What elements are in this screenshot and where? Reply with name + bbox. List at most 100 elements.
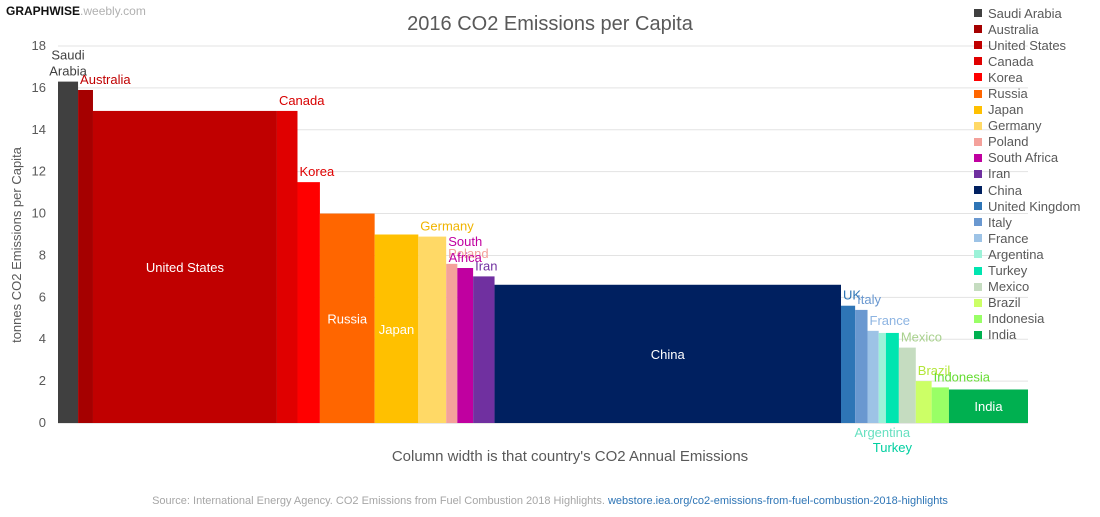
bar-brazil (915, 381, 932, 423)
legend-swatch (974, 202, 982, 211)
legend-swatch (974, 169, 982, 178)
y-axis-label: tonnes CO2 Emissions per Capita (9, 146, 24, 343)
y-tick-label: 4 (39, 331, 46, 346)
legend-swatch (974, 41, 982, 50)
legend-label: Turkey (988, 263, 1028, 279)
bar-label-japan: Japan (379, 322, 414, 337)
legend-item-brazil: Brazil (974, 295, 1081, 311)
legend-label: Indonesia (988, 311, 1045, 327)
legend-item-iran: Iran (974, 166, 1081, 182)
legend-swatch (974, 9, 982, 18)
bar-united-kingdom (840, 305, 856, 423)
source-link[interactable]: webstore.iea.org/co2-emissions-from-fuel… (607, 495, 948, 507)
y-tick-label: 6 (39, 289, 46, 304)
source-note: Source: International Energy Agency. CO2… (0, 495, 1100, 507)
legend-swatch (974, 89, 982, 98)
legend-item-china: China (974, 182, 1081, 198)
y-tick-label: 0 (39, 415, 46, 430)
bar-label-mexico: Mexico (901, 330, 942, 345)
bar-france (867, 330, 879, 423)
bar-argentina (878, 332, 886, 423)
bar-label-indonesia: Indonesia (934, 369, 991, 384)
bar-japan (374, 234, 419, 423)
legend-label: China (988, 182, 1022, 198)
legend-swatch (974, 25, 982, 34)
legend-label: Argentina (988, 246, 1044, 262)
legend-label: United States (988, 37, 1067, 53)
legend-label: Poland (988, 134, 1029, 150)
legend-label: Russia (988, 86, 1028, 102)
bar-germany (418, 236, 447, 423)
bar-china (494, 284, 841, 423)
legend-label: Japan (988, 102, 1024, 118)
bar-turkey (885, 332, 899, 423)
x-axis-label: Column width is that country's CO2 Annua… (392, 448, 748, 465)
legend-swatch (974, 298, 982, 307)
legend-label: Iran (988, 166, 1011, 182)
legend-label: Mexico (988, 279, 1030, 295)
bar-mexico (898, 347, 916, 423)
y-tick-label: 16 (32, 80, 46, 95)
legend-item-france: France (974, 230, 1081, 246)
legend-label: Germany (988, 118, 1042, 134)
bar-korea (297, 182, 320, 423)
legend-label: United Kingdom (988, 198, 1081, 214)
legend-item-germany: Germany (974, 118, 1081, 134)
watermark-brand: GRAPHWISE (6, 4, 81, 18)
bar-saudi-arabia (58, 81, 79, 423)
legend-swatch (974, 73, 982, 82)
bar-label-united-states: United States (146, 260, 225, 275)
bar-label-india: India (974, 399, 1003, 414)
y-tick-label: 10 (32, 206, 46, 221)
legend-item-turkey: Turkey (974, 263, 1081, 279)
bar-label-united-kingdom: UK (843, 288, 861, 303)
legend-swatch (974, 121, 982, 130)
legend-item-italy: Italy (974, 214, 1081, 230)
legend-swatch (974, 57, 982, 66)
legend-item-russia: Russia (974, 85, 1081, 101)
legend-swatch (974, 250, 982, 259)
bar-label-turkey: Turkey (873, 440, 913, 455)
bars (58, 81, 1028, 423)
bar-label-iran: Iran (475, 258, 497, 273)
legend-item-japan: Japan (974, 102, 1081, 118)
legend-label: India (988, 327, 1017, 343)
bar-label-australia: Australia (80, 72, 131, 87)
bar-label-italy: Italy (857, 292, 881, 307)
legend: Saudi Arabia Australia United States Canada… (974, 5, 1081, 343)
legend-item-india: India (974, 327, 1081, 343)
bar-label-poland: Poland (448, 246, 488, 261)
legend-swatch (974, 266, 982, 275)
source-text: Source: International Energy Agency. CO2… (152, 495, 605, 507)
legend-item-australia: Australia (974, 21, 1081, 37)
legend-label: Italy (988, 214, 1012, 230)
bar-label-france: France (870, 313, 910, 328)
legend-label: Australia (988, 21, 1039, 37)
legend-swatch (974, 314, 982, 323)
legend-item-argentina: Argentina (974, 246, 1081, 262)
bar-label-line: South (448, 234, 482, 249)
watermark: GRAPHWISE.weebly.com (6, 4, 146, 18)
legend-item-united-kingdom: United Kingdom (974, 198, 1081, 214)
legend-item-indonesia: Indonesia (974, 311, 1081, 327)
y-tick-label: 18 (32, 38, 46, 53)
bar-russia (319, 213, 375, 423)
chart-title: 2016 CO2 Emissions per Capita (407, 13, 694, 35)
y-tick-label: 8 (39, 247, 46, 262)
bar-south-africa (457, 268, 474, 423)
legend-swatch (974, 105, 982, 114)
bar-label-line: Africa (449, 250, 483, 265)
legend-swatch (974, 186, 982, 195)
legend-item-south-africa: South Africa (974, 150, 1081, 166)
y-tick-label: 12 (32, 164, 46, 179)
legend-swatch (974, 330, 982, 339)
bar-poland (446, 263, 458, 423)
legend-item-mexico: Mexico (974, 279, 1081, 295)
legend-item-korea: Korea (974, 69, 1081, 85)
bar-label-line: Saudi (51, 48, 84, 63)
bar-label-argentina: Argentina (854, 425, 910, 440)
bar-label-russia: Russia (327, 311, 368, 326)
y-tick-labels: 0 2 4 6 8 10 12 14 16 18 (32, 38, 46, 430)
legend-swatch (974, 282, 982, 291)
